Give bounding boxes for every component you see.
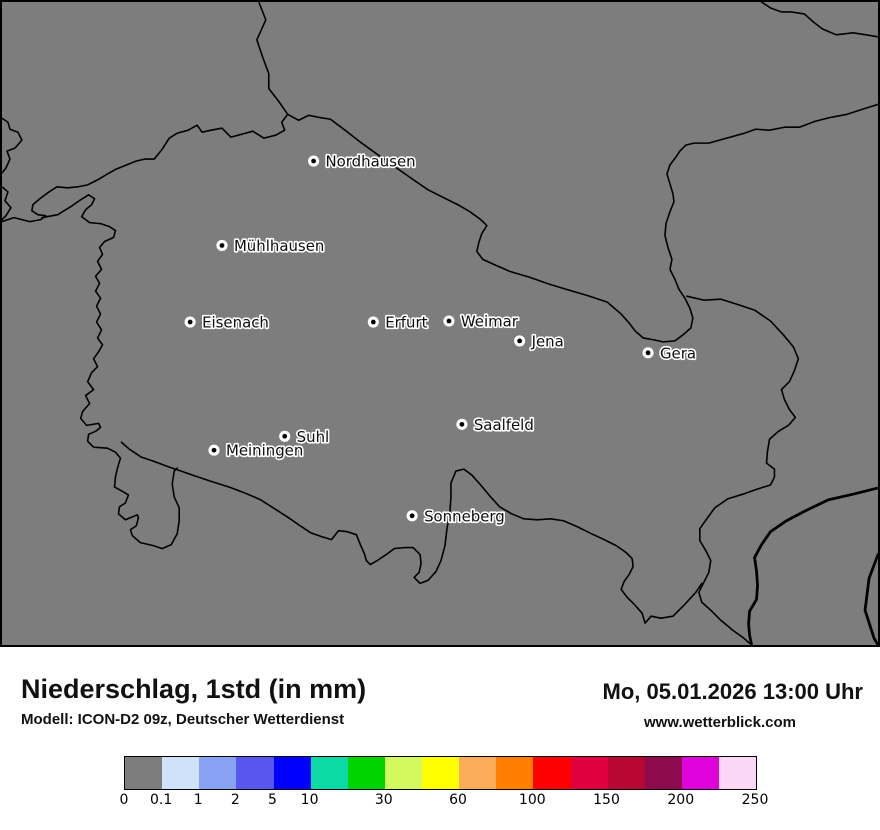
color-scale-cell [384, 757, 422, 789]
city-marker-gera: Gera [642, 343, 698, 364]
city-marker-eisenach: Eisenach [184, 312, 270, 333]
color-scale-cell [533, 757, 571, 789]
color-scale-cell [644, 757, 682, 789]
color-scale-cell [199, 757, 237, 789]
state-borders [2, 2, 878, 645]
color-scale-tick-label: 30 [374, 792, 393, 808]
city-marker-nordhausen: Nordhausen [308, 151, 417, 172]
color-scale-cell [459, 757, 497, 789]
city-label: Erfurt [385, 313, 427, 331]
state-border-line [686, 295, 800, 645]
color-scale-tick-label: 0 [119, 792, 129, 808]
color-scale-tick-label: 5 [268, 792, 277, 808]
city-marker-erfurt: Erfurt [367, 312, 429, 333]
map-title: Niederschlag, 1std (in mm) [21, 674, 367, 704]
map-canvas: Nordhausen Mühlhausen Eisenach Erfurt Weimar… [2, 2, 878, 645]
city-dot [187, 319, 193, 325]
city-label: Jena [531, 332, 564, 350]
state-border-line [863, 553, 878, 645]
state-border-line [760, 2, 878, 38]
color-scale-cell [607, 757, 645, 789]
color-scale-cell [570, 757, 608, 789]
city-dot [409, 513, 415, 519]
color-scale-tick-label: 1 [193, 792, 203, 808]
city-dot [219, 243, 225, 248]
city-label: Suhl [297, 428, 330, 446]
state-border-line [2, 186, 12, 221]
city-dot [311, 158, 316, 164]
city-label: Gera [660, 344, 696, 362]
city-label: Nordhausen [326, 152, 416, 170]
city-dot [645, 350, 651, 356]
color-scale-cell [125, 757, 163, 789]
color-scale-cell [719, 757, 757, 789]
city-dot [282, 433, 288, 439]
city-dot [446, 318, 452, 324]
color-scale-tick-label: 60 [449, 792, 467, 808]
color-scale-cell [681, 757, 719, 789]
website-label: www.wetterblick.com [644, 714, 796, 731]
color-scale-tick-label: 100 [518, 792, 546, 808]
city-label: Weimar [461, 312, 519, 330]
city-marker-jena: Jena [514, 331, 565, 352]
city-label: Meiningen [226, 442, 303, 460]
city-dot [370, 319, 376, 325]
city-label: Sonneberg [424, 507, 505, 525]
color-scale-cell [347, 757, 385, 789]
state-border-line [747, 486, 878, 645]
city-label: Saalfeld [474, 416, 534, 434]
color-scale-cell [310, 757, 348, 789]
color-scale-tick-label: 2 [230, 792, 240, 808]
color-scale-bar [124, 756, 757, 790]
city-marker-sonneberg: Sonneberg [406, 506, 506, 527]
city-dot [459, 421, 465, 427]
city-label: Eisenach [202, 313, 269, 331]
color-scale-cell [162, 757, 200, 789]
color-scale-tick-label: 200 [667, 792, 695, 808]
state-border-line [286, 113, 655, 341]
city-marker-suhl: Suhl [279, 426, 331, 447]
city-dot [517, 338, 523, 344]
state-border-line [120, 441, 703, 624]
city-label: Mühlhausen [234, 237, 324, 255]
model-info: Modell: ICON-D2 09z, Deutscher Wetterdie… [21, 711, 345, 728]
valid-datetime: Mo, 05.01.2026 13:00 Uhr [602, 679, 863, 704]
color-scale-tick-label: 10 [300, 792, 319, 808]
city-dot [211, 447, 217, 453]
state-border-line [41, 194, 180, 550]
city-marker-mhlhausen: Mühlhausen [216, 235, 326, 257]
color-scale-tick-label: 150 [593, 792, 620, 808]
color-scale-tick-label: 0.1 [149, 792, 173, 808]
state-border-line [2, 113, 289, 223]
city-marker-meiningen: Meiningen [208, 440, 305, 461]
city-markers: Nordhausen Mühlhausen Eisenach Erfurt Weimar… [184, 151, 698, 527]
precipitation-map: Nordhausen Mühlhausen Eisenach Erfurt Weimar… [0, 0, 880, 647]
state-border-line [653, 103, 878, 343]
state-border-line [2, 117, 23, 174]
state-border-line [256, 2, 289, 116]
color-scale-tick-labels: 0 0.1 1 2 5 10 30 60 100 150 200 250 [120, 792, 769, 812]
color-scale-cell [236, 757, 274, 789]
color-scale-cell [273, 757, 311, 789]
city-marker-weimar: Weimar [443, 311, 520, 332]
city-marker-saalfeld: Saalfeld [456, 414, 535, 435]
color-scale-cell [422, 757, 460, 789]
color-scale-tick-label: 250 [741, 792, 769, 808]
color-scale-cell [496, 757, 534, 789]
